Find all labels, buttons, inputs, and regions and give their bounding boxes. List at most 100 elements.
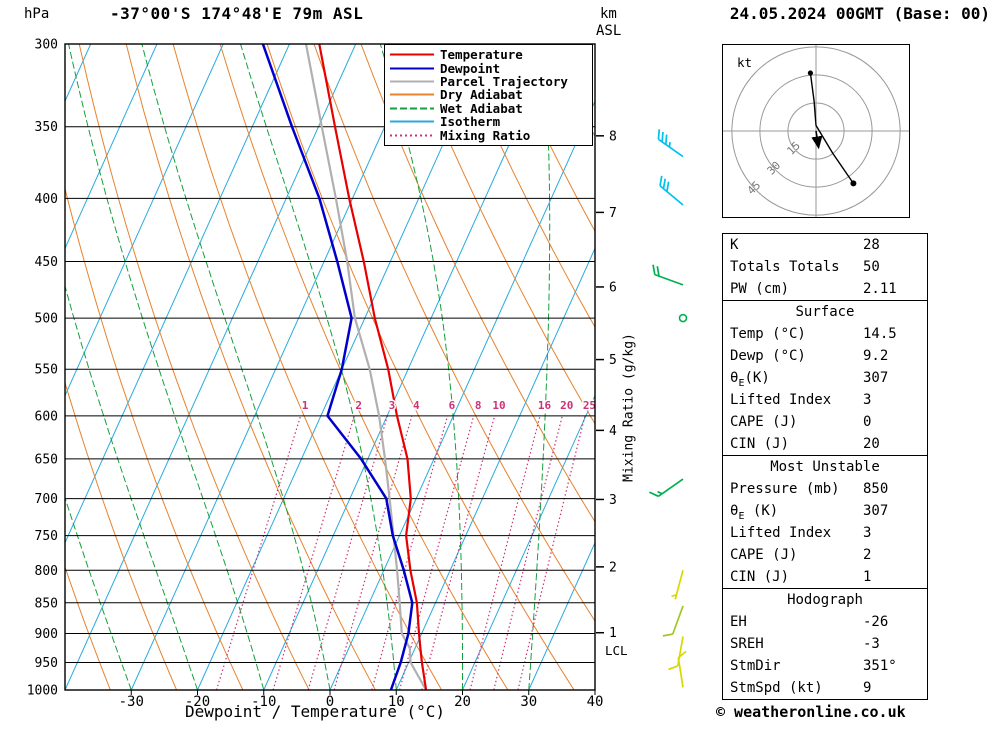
pressure-tick-label: 1000 — [27, 684, 58, 699]
table-section-hodograph: Hodograph EH -26 SREH -3 StmDir 351° StmSpd (kt… — [723, 588, 927, 699]
table-section-header: Surface — [795, 304, 855, 320]
legend-label: Wet Adiabat — [440, 100, 523, 116]
copyright: © weatheronline.co.uk — [716, 703, 906, 721]
temp-tick-label: -30 — [119, 694, 144, 710]
table-row-value: 9 — [863, 680, 872, 696]
table-row-label: Temp (°C) — [730, 326, 806, 342]
table-row: StmSpd (kt) 9 — [723, 677, 927, 699]
table-row-label: K — [730, 237, 739, 253]
temp-tick-label: -10 — [251, 694, 276, 710]
table-row: PW (cm) 2.11 — [723, 278, 927, 300]
table-row-label: Pressure (mb) — [730, 481, 840, 497]
table-row-label: θE (K) — [730, 503, 779, 522]
table-row-label: EH — [730, 614, 747, 630]
temp-tick-label: -20 — [185, 694, 210, 710]
legend-item-parcel-trajectory: Parcel Trajectory — [389, 74, 590, 89]
table-row-value: 850 — [863, 481, 889, 497]
table-row: Dewp (°C) 9.2 — [723, 345, 927, 367]
legend-item-wet-adiabat: Wet Adiabat — [389, 100, 590, 116]
asl-axis-unit: ASL — [596, 23, 622, 39]
legend-line-sample — [390, 53, 434, 56]
indices-table: K 28 Totals Totals 50 PW (cm) 2.11 Surface Temp… — [722, 233, 928, 700]
hodograph-ring — [787, 102, 845, 160]
km-tick-label: 8 — [609, 129, 617, 144]
table-row-label: CIN (J) — [730, 569, 790, 585]
mixing-ratio-axis-title: Mixing Ratio (g/kg) — [621, 333, 637, 482]
table-row-label: CIN (J) — [730, 436, 790, 452]
hodograph-unit-label: kt — [737, 55, 752, 70]
pressure-tick-label: 550 — [35, 363, 58, 378]
mixing-ratio-labels: 1 2 3 4 6 8 10 16 20 25 — [300, 398, 597, 414]
hodograph-ring — [759, 74, 873, 188]
legend-line-sample — [390, 80, 434, 83]
mixing-ratio-label: 4 — [413, 399, 420, 412]
temp-tick-label: 20 — [454, 694, 471, 710]
table-row: SREH -3 — [723, 633, 927, 655]
pressure-tick-label: 350 — [35, 120, 58, 135]
temp-tick-label: 40 — [587, 694, 604, 710]
table-row-value: 3 — [863, 525, 872, 541]
pressure-tick-label: 850 — [35, 596, 58, 611]
pressure-tick-label: 400 — [35, 192, 58, 207]
pressure-tick-label: 950 — [35, 656, 58, 671]
table-row: θE(K) 307 — [723, 367, 927, 389]
plot-border — [64, 43, 596, 691]
mixing-ratio-label: 3 — [389, 399, 396, 412]
legend-item-isotherm: Isotherm — [389, 114, 590, 130]
table-row: Pressure (mb) 850 — [723, 478, 927, 500]
mixing-ratio-label: 8 — [475, 399, 482, 412]
legend-label: Dewpoint — [440, 60, 501, 76]
hodograph-ring — [731, 46, 901, 216]
temp-tick-label: 10 — [388, 694, 405, 710]
km-tick-label: 4 — [609, 424, 617, 439]
table-row: StmDir 351° — [723, 655, 927, 677]
hodograph-panel: 15 30 45 kt — [722, 44, 910, 218]
legend-line-sample — [390, 134, 434, 137]
table-section-header: Hodograph — [787, 592, 863, 608]
table-row-label: Lifted Index — [730, 525, 832, 541]
x-axis-title: Dewpoint / Temperature (°C) — [184, 702, 446, 721]
table-section: K 28 Totals Totals 50 PW (cm) 2.11 — [723, 234, 927, 300]
lcl-label: LCL — [605, 643, 628, 658]
table-row: EH -26 — [723, 611, 927, 633]
table-row-label: Totals Totals — [730, 259, 840, 275]
table-row-value: 307 — [863, 503, 889, 519]
km-tick-label: 7 — [609, 206, 617, 221]
storm-motion-arrow — [811, 130, 823, 150]
legend-label: Mixing Ratio — [440, 127, 531, 143]
table-row-value: 1 — [863, 569, 872, 585]
table-row-value: 50 — [863, 259, 880, 275]
legend-line-sample — [390, 93, 434, 96]
table-row-value: 351° — [863, 658, 897, 674]
mixing-ratio-label: 1 — [302, 399, 309, 412]
table-row-value: 14.5 — [863, 326, 897, 342]
table-section-most-unstable: Most Unstable Pressure (mb) 850 θE (K) 307 Li… — [723, 455, 927, 588]
pressure-tick-label: 800 — [35, 564, 58, 579]
table-row-value: 28 — [863, 237, 880, 253]
temp-tick-label: 0 — [326, 694, 334, 710]
table-row: Lifted Index 3 — [723, 389, 927, 411]
wind-barbs — [649, 129, 688, 688]
chart-legend: Temperature Dewpoint Parcel Trajectory Dry … — [384, 44, 593, 146]
km-tick-label: 6 — [609, 280, 617, 295]
table-row: CIN (J) 20 — [723, 433, 927, 455]
mixing-ratio-label: 16 — [538, 399, 552, 412]
legend-label: Isotherm — [440, 114, 501, 130]
legend-item-mixing-ratio: Mixing Ratio — [389, 127, 590, 143]
sounding-profiles — [261, 44, 428, 690]
km-tick-label: 2 — [609, 560, 617, 575]
station-title: -37°00'S 174°48'E 79m ASL — [110, 4, 364, 23]
table-row: Lifted Index 3 — [723, 522, 927, 544]
mixing-ratio-label: 25 — [583, 399, 596, 412]
table-row: Totals Totals 50 — [723, 256, 927, 278]
mixing-ratio-label: 6 — [449, 399, 456, 412]
table-row: Temp (°C) 14.5 — [723, 323, 927, 345]
pressure-tick-label: 700 — [35, 492, 58, 507]
mixing-ratio-label: 20 — [560, 399, 573, 412]
hodograph-trace-end-dot — [850, 180, 857, 187]
table-row-value: 2.11 — [863, 281, 897, 297]
pressure-tick-label: 750 — [35, 529, 58, 544]
temp-tick-label: 30 — [520, 694, 537, 710]
legend-line-sample — [390, 107, 434, 110]
